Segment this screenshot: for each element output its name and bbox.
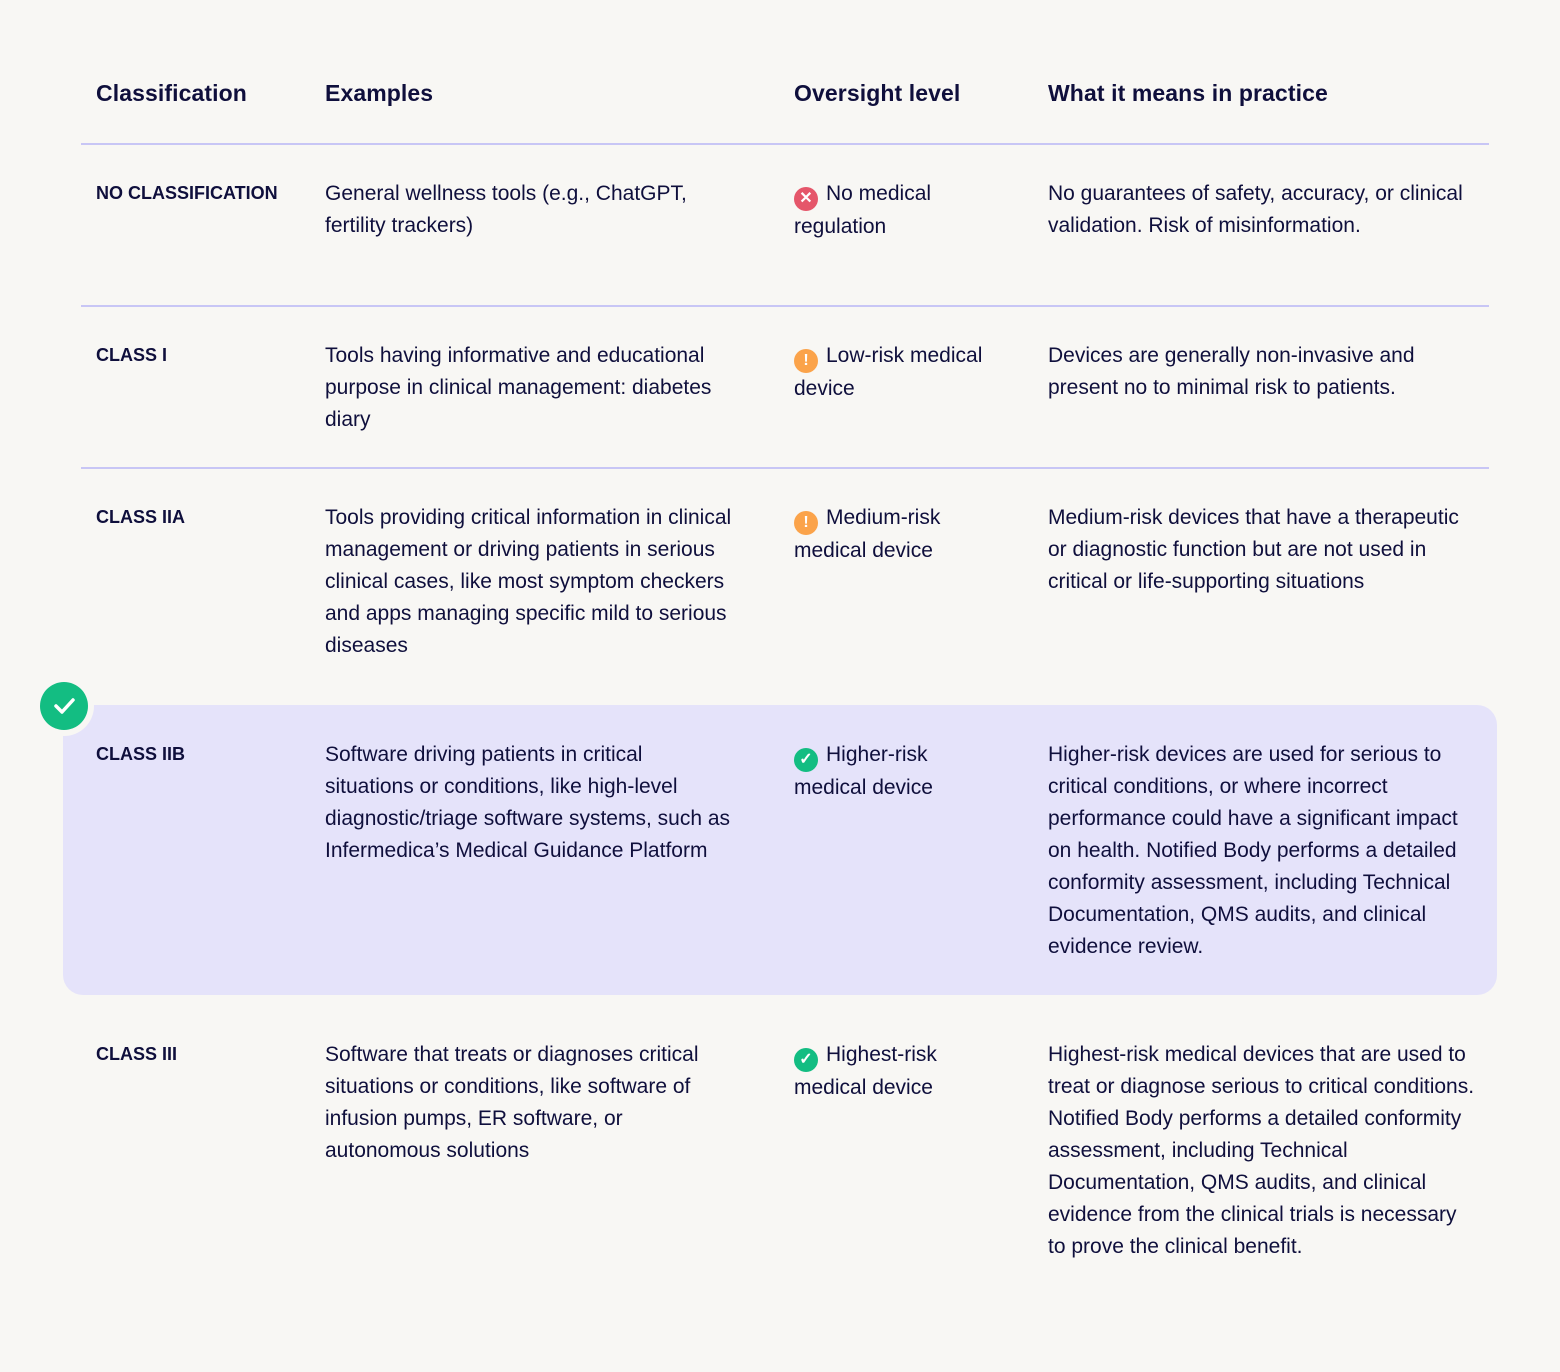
- examples-text: General wellness tools (e.g., ChatGPT, f…: [325, 182, 687, 237]
- exclamation-circle-icon: !: [794, 349, 818, 373]
- practice-text: Higher-risk devices are used for serious…: [1048, 743, 1458, 958]
- classification-label: NO CLASSIFICATION: [96, 183, 278, 203]
- divider: [81, 305, 1489, 307]
- practice-text: Medium-risk devices that have a therapeu…: [1048, 506, 1459, 593]
- practice-text: Devices are generally non-invasive and p…: [1048, 344, 1415, 399]
- selected-badge: [34, 676, 94, 736]
- exclamation-circle-icon: !: [794, 511, 818, 535]
- oversight-cell: ! Low-risk medical device: [794, 340, 994, 405]
- oversight-text: Low-risk medical device: [794, 344, 983, 400]
- divider: [81, 143, 1489, 145]
- oversight-text: Higher-risk medical device: [794, 743, 933, 799]
- oversight-cell: ✓ Higher-risk medical device: [794, 739, 994, 804]
- classification-label: CLASS IIA: [96, 507, 186, 527]
- header-practice: What it means in practice: [1048, 80, 1328, 106]
- oversight-text: Highest-risk medical device: [794, 1043, 937, 1099]
- classification-label: CLASS III: [96, 1044, 178, 1064]
- practice-text: No guarantees of safety, accuracy, or cl…: [1048, 182, 1463, 237]
- header-examples: Examples: [325, 80, 434, 106]
- check-circle-icon: ✓: [794, 1048, 818, 1072]
- examples-text: Software driving patients in critical si…: [325, 743, 731, 862]
- divider: [81, 467, 1489, 469]
- practice-text: Highest-risk medical devices that are us…: [1048, 1043, 1475, 1258]
- oversight-cell: ✕ No medical regulation: [794, 178, 994, 243]
- examples-text: Software that treats or diagnoses critic…: [325, 1043, 699, 1162]
- oversight-text: No medical regulation: [794, 182, 932, 238]
- examples-text: Tools providing critical information in …: [325, 506, 732, 657]
- check-icon: [54, 698, 75, 714]
- header-classification: Classification: [96, 80, 247, 106]
- oversight-text: Medium-risk medical device: [794, 506, 941, 562]
- selected-row-highlight: [63, 705, 1497, 995]
- oversight-cell: ! Medium-risk medical device: [794, 502, 994, 567]
- x-circle-icon: ✕: [794, 187, 818, 211]
- header-oversight: Oversight level: [794, 80, 961, 106]
- examples-text: Tools having informative and educational…: [325, 344, 712, 431]
- check-circle-icon: ✓: [794, 748, 818, 772]
- classification-label: CLASS I: [96, 345, 168, 365]
- classification-label: CLASS IIB: [96, 744, 186, 764]
- oversight-cell: ✓ Highest-risk medical device: [794, 1039, 994, 1104]
